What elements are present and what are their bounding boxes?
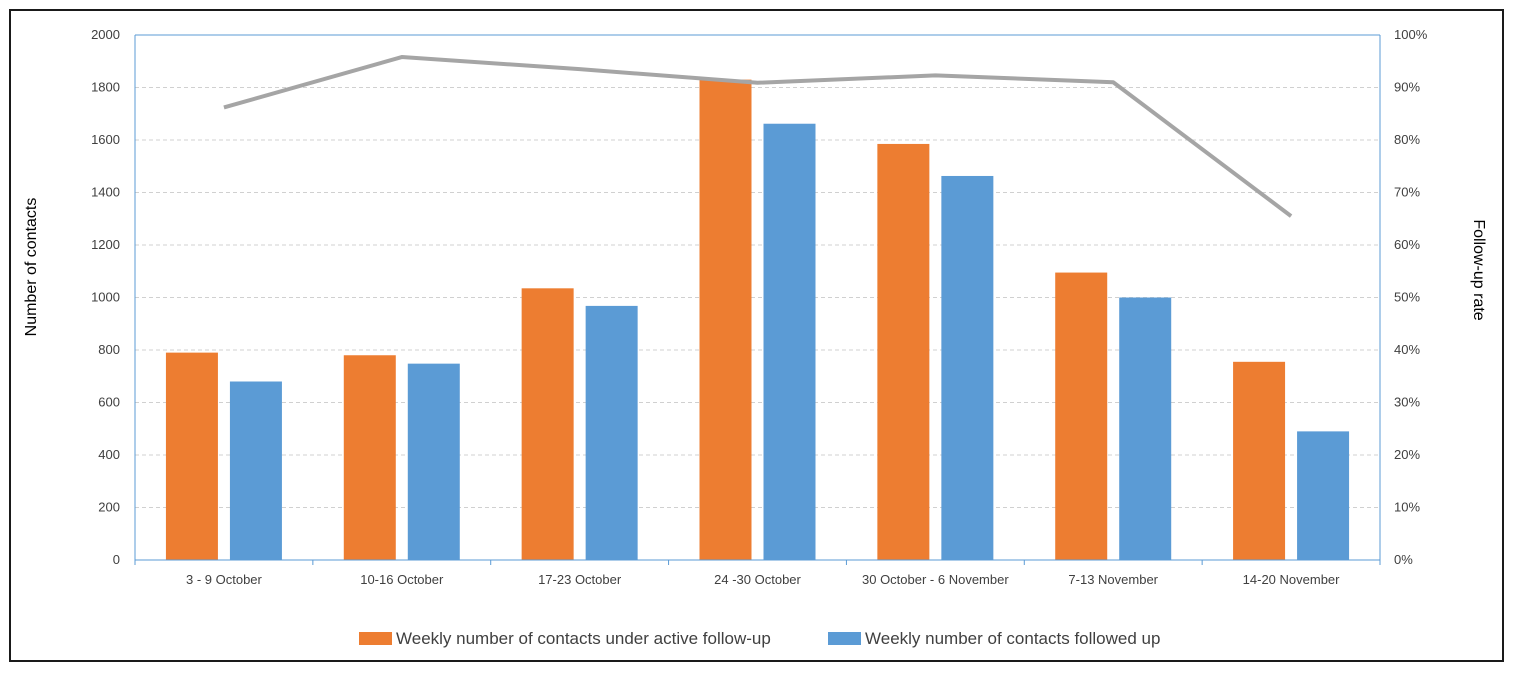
chart-frame [9, 9, 1504, 662]
rate-line-series [223, 55, 1293, 218]
y-tick-label: 1800 [91, 80, 120, 95]
y2-tick-label: 60% [1394, 237, 1420, 252]
y-tick-label: 2000 [91, 27, 120, 42]
bar-followed-up [763, 123, 816, 560]
bar-followed-up [1297, 431, 1350, 560]
right-axis-ticks: 0% 10% 20% 30% 40% 50% 60% 70% 80% 90% 100% [1394, 27, 1428, 567]
y2-tick-label: 20% [1394, 447, 1420, 462]
y-tick-label: 600 [98, 395, 120, 410]
y2-axis-title: Follow-up rate [1470, 219, 1487, 320]
y2-tick-label: 40% [1394, 342, 1420, 357]
y-tick-label: 1000 [91, 290, 120, 305]
legend-swatch-active-follow-up [359, 632, 392, 645]
y2-tick-label: 30% [1394, 395, 1420, 410]
y-tick-label: 1400 [91, 185, 120, 200]
legend-label-followed-up: Weekly number of contacts followed up [865, 629, 1160, 648]
bar-active-follow-up [699, 79, 752, 560]
x-tick-label: 3 - 9 October [186, 572, 263, 587]
y-axis-title: Number of contacts [23, 198, 40, 337]
y2-tick-label: 100% [1394, 27, 1428, 42]
y-tick-label: 200 [98, 500, 120, 515]
y-tick-label: 400 [98, 447, 120, 462]
gridlines [135, 34, 1380, 508]
bar-series [165, 79, 1350, 560]
y2-tick-label: 0% [1394, 552, 1413, 567]
y2-tick-label: 70% [1394, 185, 1420, 200]
category-axis-ticks: 3 - 9 October 10-16 October 17-23 October 2… [186, 572, 1340, 587]
left-axis-ticks: 0 200 400 600 800 1000 1200 1400 1600 1800 2000 [91, 27, 120, 567]
bar-active-follow-up [877, 143, 930, 560]
legend-label-active-follow-up: Weekly number of contacts under active f… [396, 629, 771, 648]
y2-tick-label: 80% [1394, 132, 1420, 147]
bar-followed-up [941, 175, 994, 560]
bar-active-follow-up [1233, 361, 1286, 560]
y-tick-label: 1600 [91, 132, 120, 147]
y2-tick-label: 50% [1394, 290, 1420, 305]
bar-followed-up [585, 305, 638, 560]
y-tick-label: 800 [98, 342, 120, 357]
x-tick-label: 10-16 October [360, 572, 444, 587]
axes [134, 34, 1381, 565]
x-tick-label: 7-13 November [1068, 572, 1158, 587]
bar-active-follow-up [1055, 272, 1108, 560]
bar-followed-up [407, 363, 460, 560]
legend: Weekly number of contacts under active f… [359, 629, 1160, 648]
y2-tick-label: 10% [1394, 500, 1420, 515]
bar-followed-up [1119, 297, 1172, 560]
x-tick-label: 14-20 November [1243, 572, 1340, 587]
x-tick-label: 24 -30 October [714, 572, 801, 587]
x-tick-label: 30 October - 6 November [862, 572, 1009, 587]
bar-active-follow-up [165, 352, 218, 560]
bar-active-follow-up [521, 288, 574, 560]
bar-followed-up [229, 381, 282, 560]
legend-swatch-followed-up [828, 632, 861, 645]
y-tick-label: 0 [113, 552, 120, 567]
y2-tick-label: 90% [1394, 80, 1420, 95]
y-tick-label: 1200 [91, 237, 120, 252]
bar-active-follow-up [343, 355, 396, 560]
x-tick-label: 17-23 October [538, 572, 622, 587]
